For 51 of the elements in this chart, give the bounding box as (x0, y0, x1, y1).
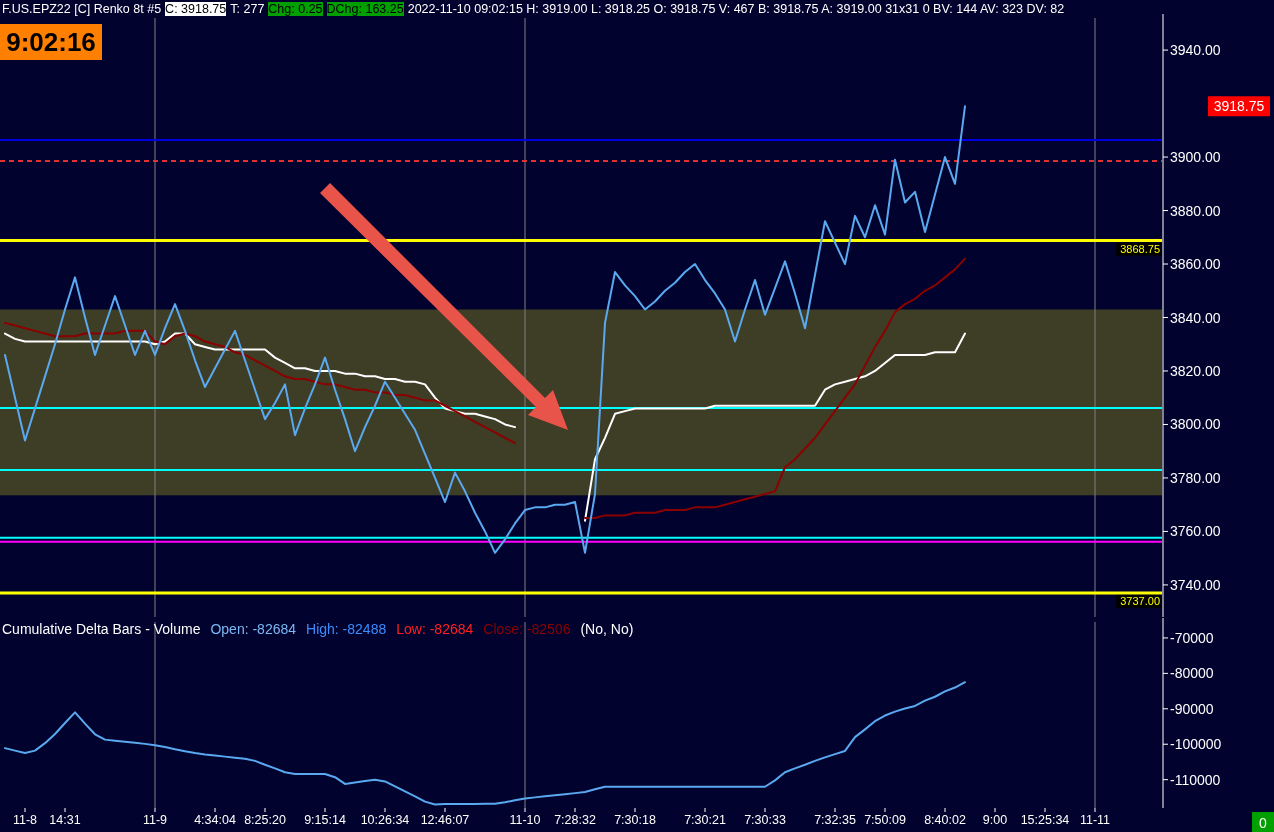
x-tick-label: 7:28:32 (554, 813, 596, 827)
y-tick-label: 3840.00 (1170, 309, 1221, 326)
text: 0 (1259, 815, 1268, 831)
y-tick-label: 3780.00 (1170, 469, 1221, 486)
y-tick-label: 3880.00 (1170, 202, 1221, 219)
x-tick-label: 11-10 (509, 813, 541, 827)
y-tick-label: 3800.00 (1170, 416, 1221, 433)
annotation: 9:02:16 (6, 27, 96, 57)
text: DChg: 163.25 (326, 2, 404, 16)
y-tick-label: 3820.00 (1170, 362, 1221, 379)
x-tick-label: 14:31 (49, 813, 81, 827)
x-tick-label: 9:15:14 (304, 813, 346, 827)
x-tick-label: 7:30:18 (614, 813, 656, 827)
x-tick-label: 10:26:34 (360, 813, 410, 827)
annotation: Open: -82684 (210, 621, 297, 637)
x-tick-label: 11-9 (142, 813, 168, 827)
x-tick-label: 4:34:04 (194, 813, 236, 827)
x-tick-label: 7:30:33 (744, 813, 786, 827)
y-tick-label: -100000 (1170, 736, 1222, 753)
y-tick-label: -80000 (1170, 665, 1214, 682)
text: Chg: 0.25 (268, 2, 323, 16)
y-tick-label: 3940.00 (1170, 42, 1221, 59)
chart-title: F.US.EPZ22 [C] Renko 8t #5 (2, 2, 162, 16)
text: 3918.75 (1213, 98, 1265, 115)
chart-title: Cumulative Delta Bars - Volume (2, 621, 201, 637)
y-tick-label: 3740.00 (1170, 576, 1221, 593)
x-tick-label: 8:40:02 (924, 813, 966, 827)
ref-line-label: 3737.00 (1120, 594, 1160, 607)
text: C: 3918.75 (165, 2, 227, 16)
x-tick-label: 15:25:34 (1020, 813, 1070, 827)
x-tick-label: 12:46:07 (420, 813, 470, 827)
annotation: High: -82488 (306, 621, 387, 637)
y-tick-label: 3860.00 (1170, 256, 1221, 273)
x-tick-label: 11-11 (1079, 813, 1111, 827)
y-tick-label: 3760.00 (1170, 523, 1221, 540)
y-tick-label: -70000 (1170, 629, 1214, 646)
annotation: Low: -82684 (396, 621, 474, 637)
x-tick-label: 9:00 (982, 813, 1008, 827)
x-tick-label: 8:25:20 (244, 813, 286, 827)
text: T: 277 (230, 2, 265, 16)
x-tick-label: 7:32:35 (814, 813, 856, 827)
ref-line-label: 3868.75 (1120, 242, 1160, 255)
text: 2022-11-10 09:02:15 H: 3919.00 L: 3918.25 O: 3918.75 V: 467 B: 3918.75 A: 3919.00 31x31 0 BV: 144 AV: 323 DV: 82 (407, 2, 1065, 16)
x-tick-label: 7:50:09 (864, 813, 906, 827)
annotation: (No, No) (580, 621, 634, 637)
y-tick-label: -90000 (1170, 700, 1214, 717)
x-tick-label: 11-8 (12, 813, 38, 827)
annotation: Close: -82506 (483, 621, 571, 637)
y-tick-label: -110000 (1170, 771, 1221, 788)
x-tick-label: 7:30:21 (684, 813, 726, 827)
y-tick-label: 3900.00 (1170, 149, 1221, 166)
